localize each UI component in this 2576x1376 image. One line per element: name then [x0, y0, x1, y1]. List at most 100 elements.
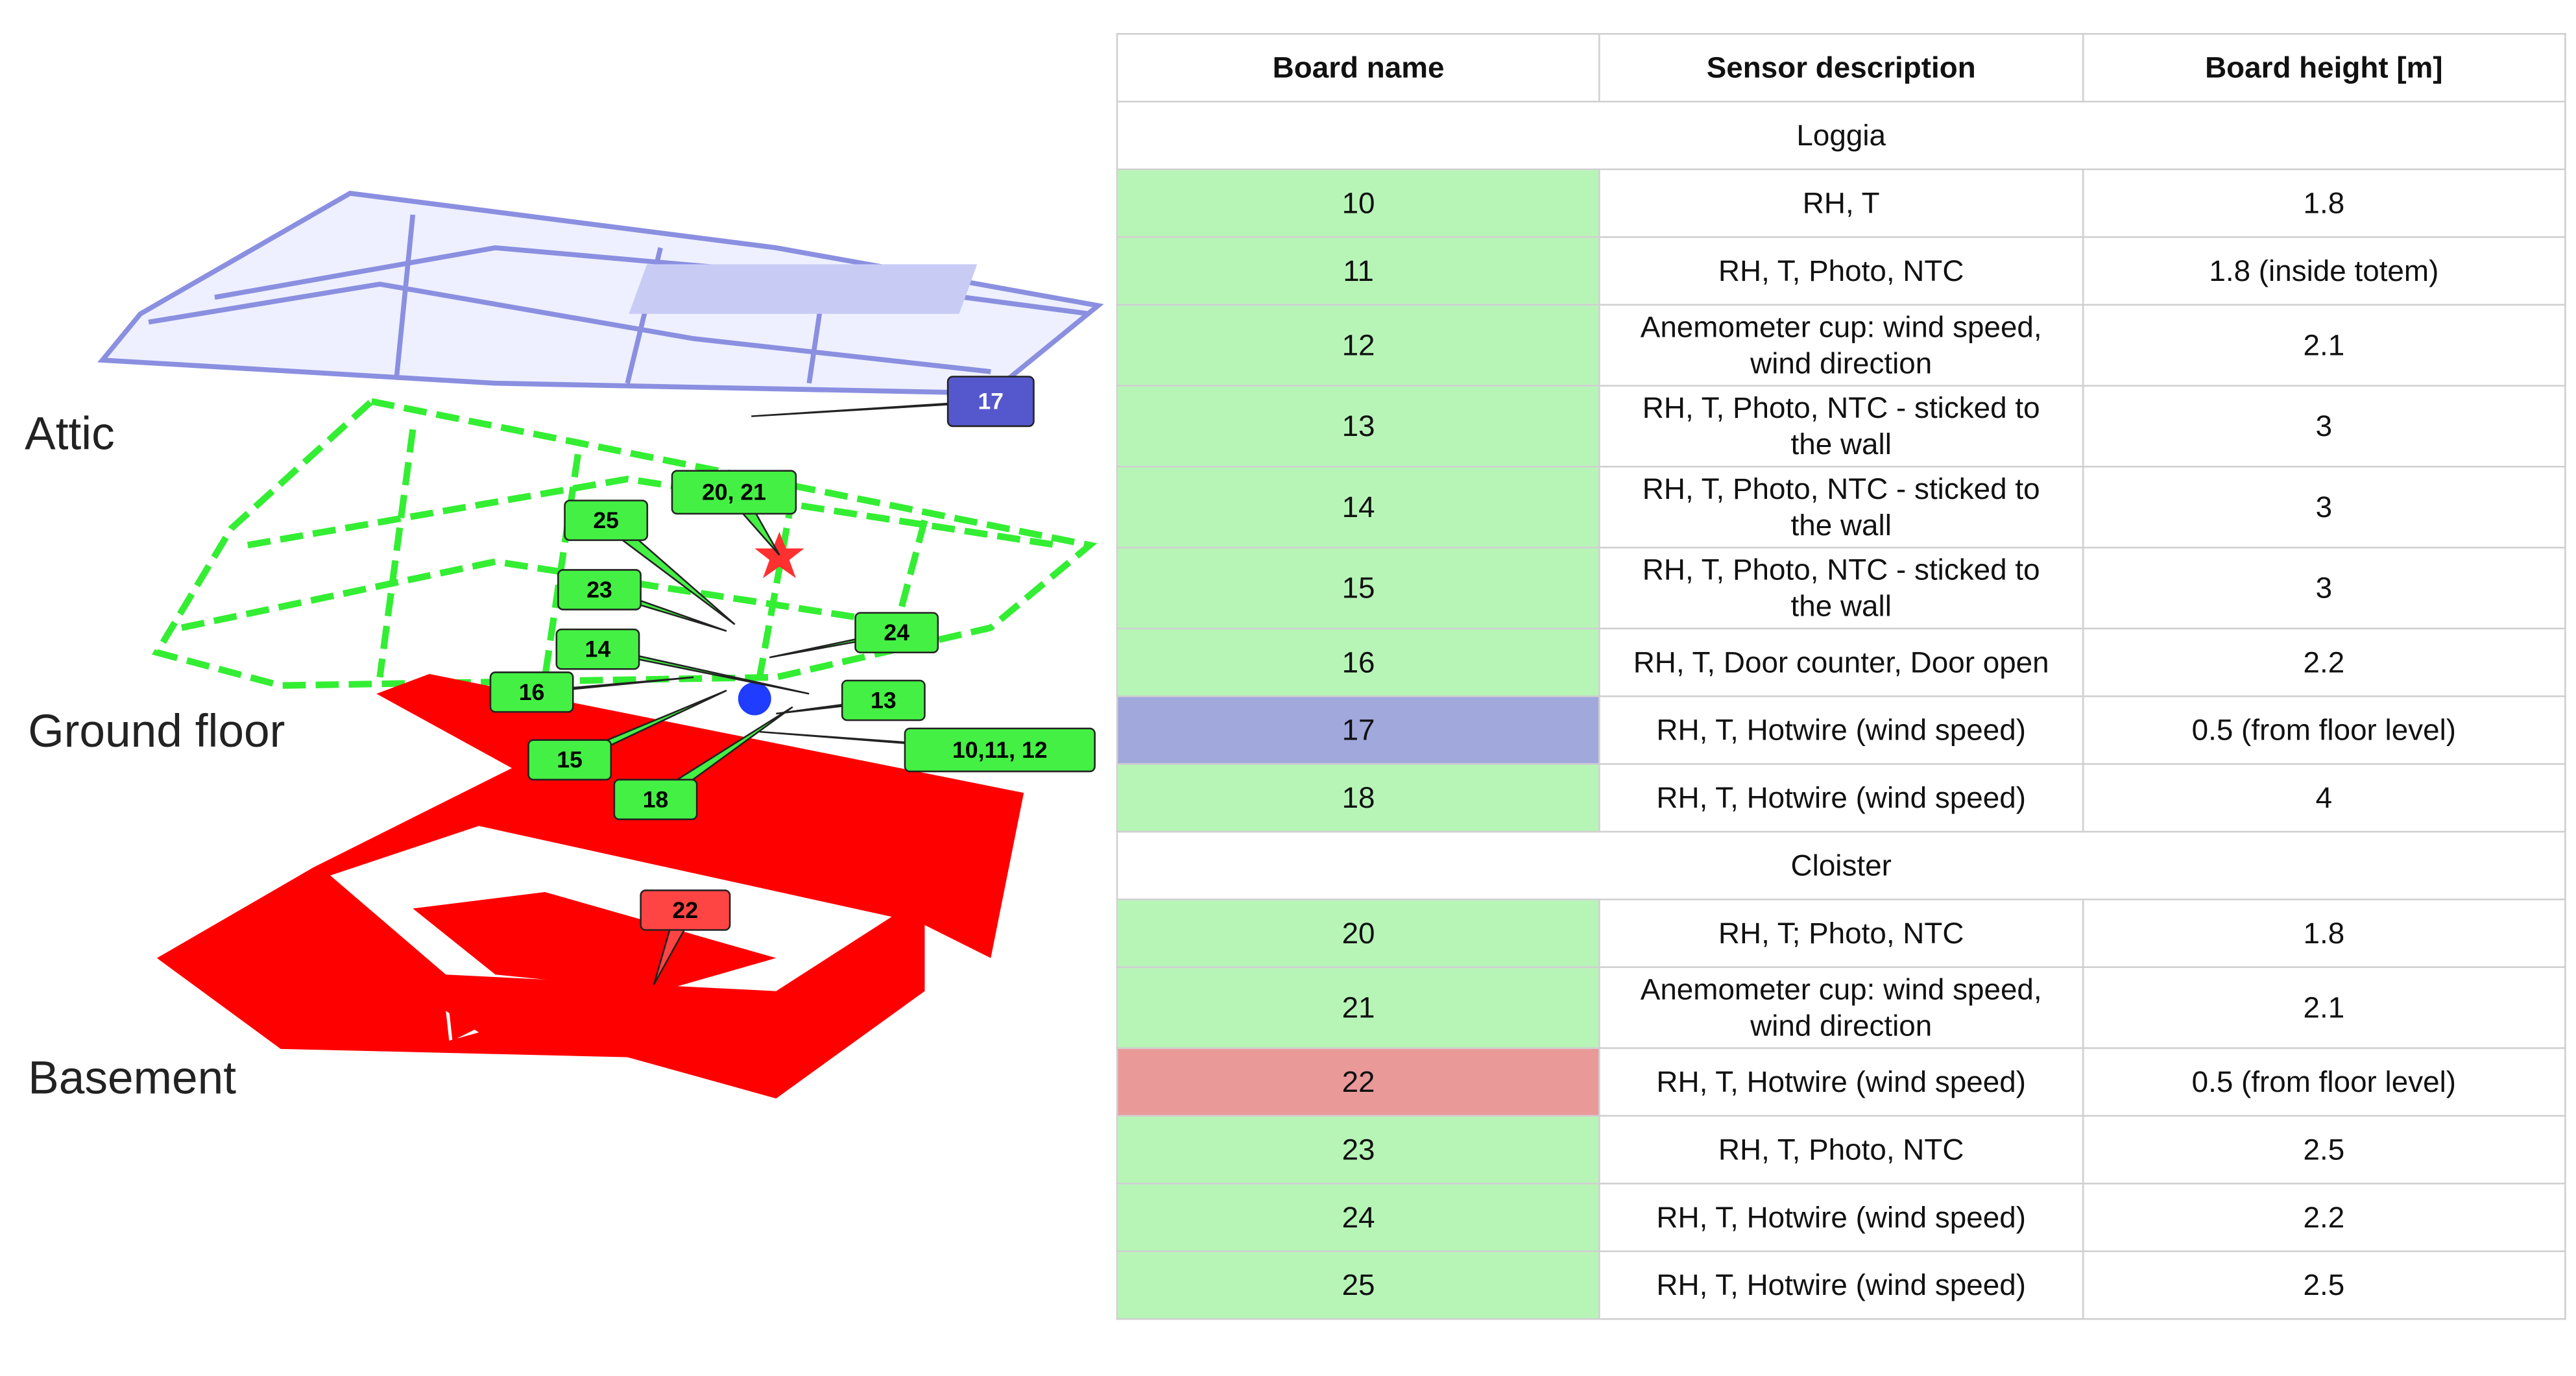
- header-cell: Board height [m]: [2081, 32, 2566, 103]
- callout-box: [904, 727, 1096, 773]
- level-label: Ground floor: [28, 705, 285, 757]
- table-row: 16 RH, T, Door counter, Door open 2.2: [1116, 627, 2566, 697]
- callout-label: 18: [643, 786, 669, 812]
- table-cell: 3: [2081, 466, 2566, 549]
- callout-box: [527, 739, 612, 781]
- loggia-marker: [738, 682, 771, 716]
- level-label: Basement: [28, 1052, 236, 1104]
- callout-label: 22: [673, 897, 699, 923]
- callout-box: [557, 569, 642, 610]
- callout-label: 14: [585, 636, 611, 662]
- callout-label: 23: [586, 577, 612, 603]
- table-cell: 23: [1116, 1115, 1601, 1185]
- table-row: 10 RH, T 1.8: [1116, 168, 2566, 238]
- table-cell: RH, T, Hotwire (wind speed): [1598, 1183, 2084, 1253]
- table-row: 12 Anemometer cup: wind speed, wind direc…: [1116, 304, 2566, 387]
- table-row: 11 RH, T, Photo, NTC 1.8 (inside totem): [1116, 236, 2566, 306]
- table-row: 13 RH, T, Photo, NTC - sticked to the wal…: [1116, 385, 2566, 468]
- callout-box: [489, 671, 574, 713]
- table-cell: 3: [2081, 385, 2566, 468]
- table-cell: RH, T, Hotwire (wind speed): [1598, 763, 2084, 833]
- table-cell: 13: [1116, 385, 1601, 468]
- level-label: Attic: [25, 408, 115, 460]
- table-row: 15 RH, T, Photo, NTC - sticked to the wal…: [1116, 546, 2566, 630]
- callout-box: [555, 628, 640, 670]
- section-title: Loggia: [1116, 101, 2566, 171]
- table-cell: Anemometer cup: wind speed, wind directi…: [1598, 304, 2084, 387]
- table-row: 18 RH, T, Hotwire (wind speed) 4: [1116, 763, 2566, 833]
- table-row: 21 Anemometer cup: wind speed, wind direc…: [1116, 966, 2566, 1049]
- table-cell: RH, T, Hotwire (wind speed): [1598, 1047, 2084, 1117]
- table-row: 24 RH, T, Hotwire (wind speed) 2.2: [1116, 1183, 2566, 1253]
- table-cell: 0.5 (from floor level): [2081, 695, 2566, 765]
- table-cell: RH, T, Photo, NTC: [1598, 1115, 2084, 1185]
- table-cell: 21: [1116, 966, 1601, 1049]
- header-cell: Sensor description: [1598, 32, 2084, 103]
- section-row: Cloister: [1116, 830, 2566, 900]
- table-cell: 18: [1116, 763, 1601, 833]
- callout-label: 16: [519, 679, 545, 705]
- section-row: Loggia: [1116, 101, 2566, 171]
- callout-box: [854, 612, 939, 654]
- table-cell: 15: [1116, 546, 1601, 630]
- table-row: 25 RH, T, Hotwire (wind speed) 2.5: [1116, 1250, 2566, 1320]
- callout-box: [564, 500, 649, 541]
- table-cell: 2.2: [2081, 1183, 2566, 1253]
- table-cell: 4: [2081, 763, 2566, 833]
- table-cell: 2.5: [2081, 1250, 2566, 1320]
- table-cell: 12: [1116, 304, 1601, 387]
- table-cell: RH, T; Photo, NTC: [1598, 899, 2084, 969]
- callout-box: [946, 376, 1035, 428]
- table-cell: RH, T, Photo, NTC - sticked to the wall: [1598, 385, 2084, 468]
- table-row: 17 RH, T, Hotwire (wind speed) 0.5 (from f…: [1116, 695, 2566, 765]
- table-cell: 16: [1116, 627, 1601, 697]
- table-cell: 2.2: [2081, 627, 2566, 697]
- callout-label: 10,11, 12: [952, 737, 1048, 763]
- callout-label: 20, 21: [702, 479, 766, 505]
- table-cell: 2.1: [2081, 304, 2566, 387]
- callout-box: [841, 679, 926, 721]
- table-cell: 10: [1116, 168, 1601, 238]
- table-cell: 1.8: [2081, 899, 2566, 969]
- table-cell: RH, T, Hotwire (wind speed): [1598, 695, 2084, 765]
- table-row: 14 RH, T, Photo, NTC - sticked to the wal…: [1116, 466, 2566, 549]
- table-cell: 2.1: [2081, 966, 2566, 1049]
- table-cell: RH, T, Photo, NTC - sticked to the wall: [1598, 546, 2084, 630]
- table-cell: 17: [1116, 695, 1601, 765]
- callout-box: [613, 779, 698, 821]
- header-cell: Board name: [1116, 32, 1601, 103]
- callout-box: [671, 470, 797, 515]
- table-cell: 1.8 (inside totem): [2081, 236, 2566, 306]
- table-cell: 25: [1116, 1250, 1601, 1320]
- table-cell: 11: [1116, 236, 1601, 306]
- table-cell: 24: [1116, 1183, 1601, 1253]
- table-cell: RH, T: [1598, 168, 2084, 238]
- table-cell: RH, T, Photo, NTC: [1598, 236, 2084, 306]
- table-row: 23 RH, T, Photo, NTC 2.5: [1116, 1115, 2566, 1185]
- table-cell: Anemometer cup: wind speed, wind directi…: [1598, 966, 2084, 1049]
- sensor-table: Board name Sensor description Board height…: [1116, 32, 2566, 1320]
- table-cell: 3: [2081, 546, 2566, 630]
- table-cell: 14: [1116, 466, 1601, 549]
- callout-label: 13: [871, 688, 897, 714]
- table-cell: RH, T, Hotwire (wind speed): [1598, 1250, 2084, 1320]
- callout-label: 17: [978, 389, 1004, 415]
- basement-plan: [156, 673, 1024, 1099]
- table-cell: RH, T, Door counter, Door open: [1598, 627, 2084, 697]
- table-cell: 1.8: [2081, 168, 2566, 238]
- table-row: 22 RH, T, Hotwire (wind speed) 0.5 (from f…: [1116, 1047, 2566, 1117]
- table-row: 20 RH, T; Photo, NTC 1.8: [1116, 899, 2566, 969]
- callout-label: 25: [593, 507, 619, 533]
- attic-plan: [97, 190, 1104, 396]
- table-cell: 22: [1116, 1047, 1601, 1117]
- table-cell: 0.5 (from floor level): [2081, 1047, 2566, 1117]
- table-cell: 2.5: [2081, 1115, 2566, 1185]
- table-cell: 20: [1116, 899, 1601, 969]
- table-cell: RH, T, Photo, NTC - sticked to the wall: [1598, 466, 2084, 549]
- callout-label: 24: [884, 620, 909, 646]
- section-title: Cloister: [1116, 830, 2566, 900]
- callout-label: 15: [557, 747, 583, 773]
- floor-diagram: Attic Ground floor Basement 17 20, 21 25 23…: [25, 190, 1104, 1104]
